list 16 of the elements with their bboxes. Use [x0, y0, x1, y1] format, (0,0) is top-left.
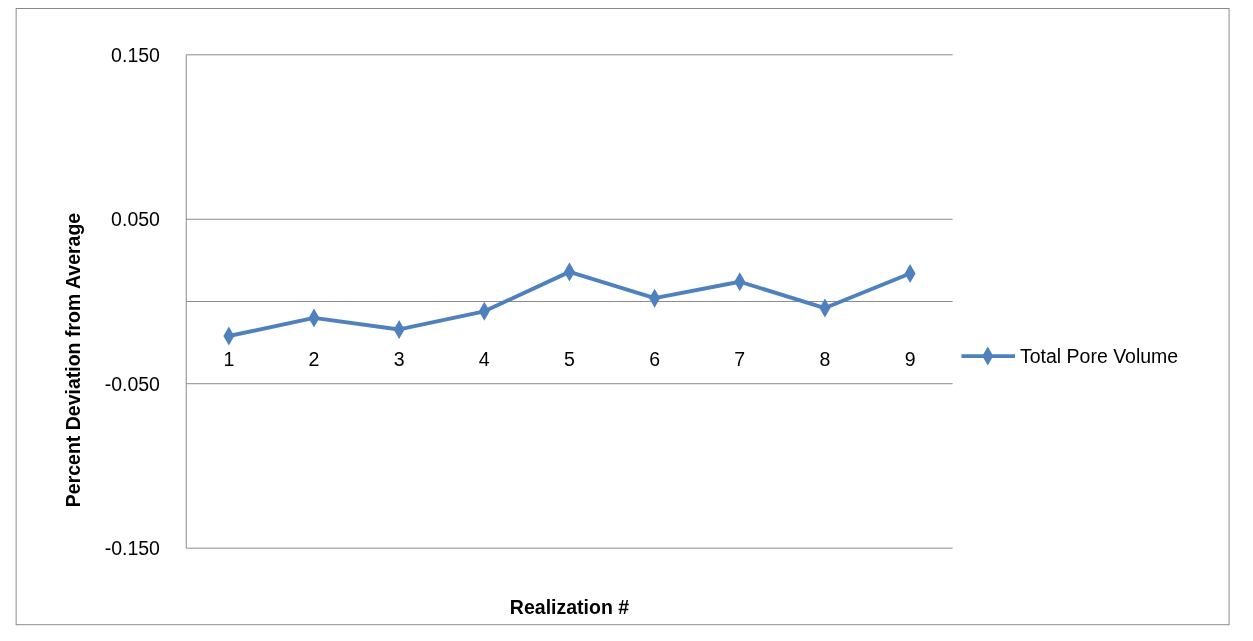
x-axis-title: Realization # [509, 596, 630, 619]
x-tick-label: 2 [308, 347, 320, 370]
y-axis-title: Percent Deviation from Average [61, 212, 84, 508]
legend-label: Total Pore Volume [1019, 344, 1179, 367]
x-tick-label: 3 [393, 347, 405, 370]
x-tick-label: 6 [649, 347, 661, 370]
x-tick-label: 7 [734, 347, 746, 370]
x-tick-label: 4 [478, 347, 490, 370]
y-tick-label: 0.050 [111, 208, 161, 231]
x-tick-label: 5 [564, 347, 576, 370]
y-tick-label: -0.150 [104, 537, 161, 559]
x-tick-label: 9 [904, 347, 916, 370]
x-tick-label: 8 [819, 347, 831, 370]
y-tick-label: -0.050 [104, 372, 161, 395]
y-tick-label: 0.150 [111, 43, 161, 66]
x-tick-label: 1 [223, 347, 235, 370]
